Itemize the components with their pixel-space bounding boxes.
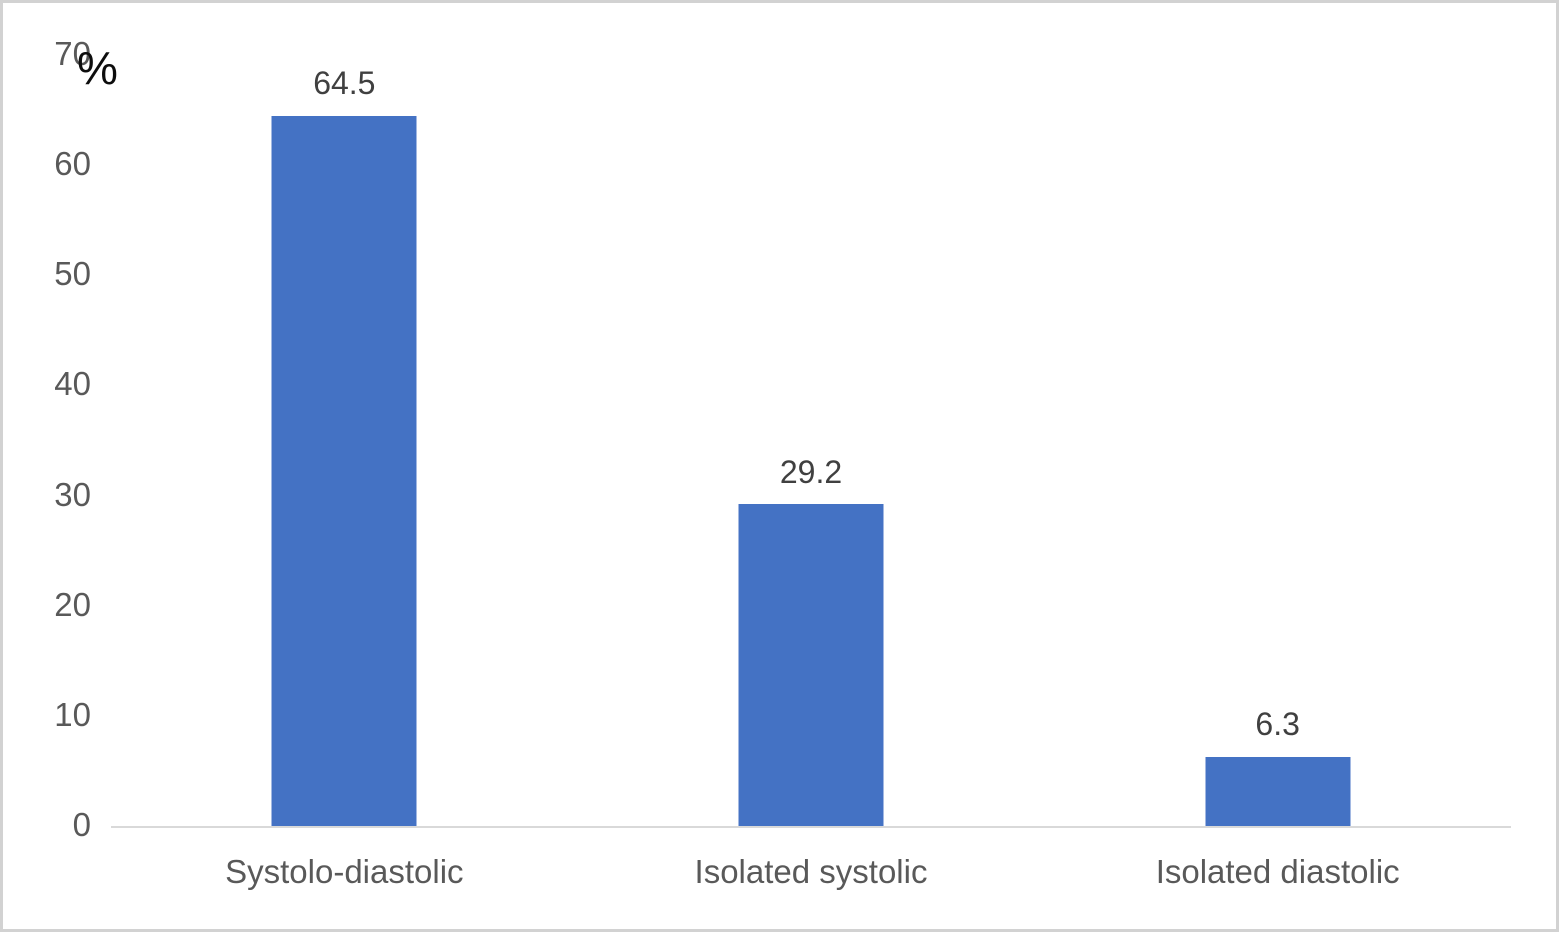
bar-isolated-diastolic bbox=[1205, 756, 1351, 826]
bar-systolo-diastolic bbox=[271, 115, 417, 826]
category-cell: 64.5 bbox=[111, 55, 578, 826]
category-cell: 6.3 bbox=[1044, 55, 1511, 826]
y-axis-title: % bbox=[77, 42, 118, 94]
bar-value-label: 6.3 bbox=[1255, 705, 1300, 742]
category-label: Isolated systolic bbox=[694, 853, 928, 890]
y-tick-label: 0 bbox=[72, 806, 91, 844]
x-axis-labels: Systolo-diastolic Isolated systolic Isolat… bbox=[111, 853, 1511, 891]
plot-area: 64.5 29.2 6.3 bbox=[111, 55, 1511, 828]
y-tick-label: 70 bbox=[54, 35, 91, 73]
category-label: Systolo-diastolic bbox=[225, 853, 464, 890]
y-tick-label: 40 bbox=[54, 365, 91, 403]
category-cell: 29.2 bbox=[578, 55, 1045, 826]
y-tick-label: 30 bbox=[54, 475, 91, 513]
category-label: Isolated diastolic bbox=[1155, 853, 1400, 890]
bar-isolated-systolic bbox=[738, 504, 884, 826]
y-tick-label: 10 bbox=[54, 696, 91, 734]
y-tick-label: 60 bbox=[54, 145, 91, 183]
y-tick-label: 20 bbox=[54, 585, 91, 623]
y-axis: 0 10 20 30 40 50 60 70 bbox=[27, 3, 91, 929]
y-tick-label: 50 bbox=[54, 255, 91, 293]
bar-value-label: 64.5 bbox=[313, 64, 376, 101]
bar-value-label: 29.2 bbox=[779, 453, 843, 490]
